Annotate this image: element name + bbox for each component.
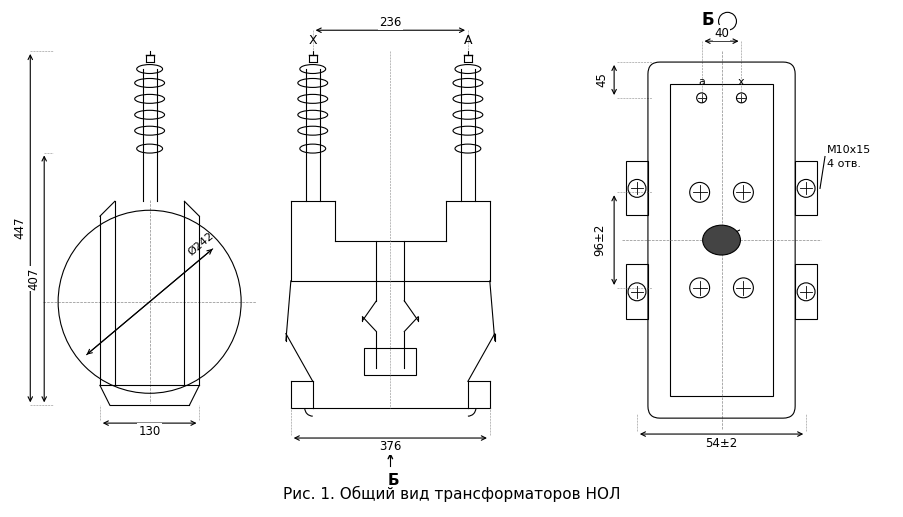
Bar [795, 264, 816, 318]
Text: A: A [463, 34, 471, 47]
Ellipse shape [702, 225, 740, 255]
Text: 96±2: 96±2 [593, 224, 606, 256]
Bar [626, 161, 647, 215]
Text: Ø242: Ø242 [186, 231, 216, 257]
Text: 45: 45 [595, 72, 608, 87]
Text: a: a [697, 77, 704, 87]
Text: X: X [308, 34, 317, 47]
Text: 376: 376 [378, 440, 401, 453]
Bar [364, 347, 415, 375]
Text: 40: 40 [713, 27, 728, 40]
Text: Б: Б [701, 11, 713, 29]
Text: Б: Б [387, 473, 399, 488]
Text: 54±2: 54±2 [704, 436, 737, 449]
Bar [669, 84, 772, 396]
Text: M10x15: M10x15 [826, 145, 870, 155]
Text: 236: 236 [378, 16, 401, 29]
Text: Рис. 1. Общий вид трансформаторов НОЛ: Рис. 1. Общий вид трансформаторов НОЛ [283, 485, 620, 501]
Text: 447: 447 [14, 217, 27, 239]
Bar [795, 161, 816, 215]
Text: 4 отв.: 4 отв. [826, 159, 860, 169]
Text: 407: 407 [28, 268, 41, 290]
Text: 130: 130 [138, 424, 161, 437]
Bar [626, 264, 647, 318]
Text: x: x [738, 77, 744, 87]
